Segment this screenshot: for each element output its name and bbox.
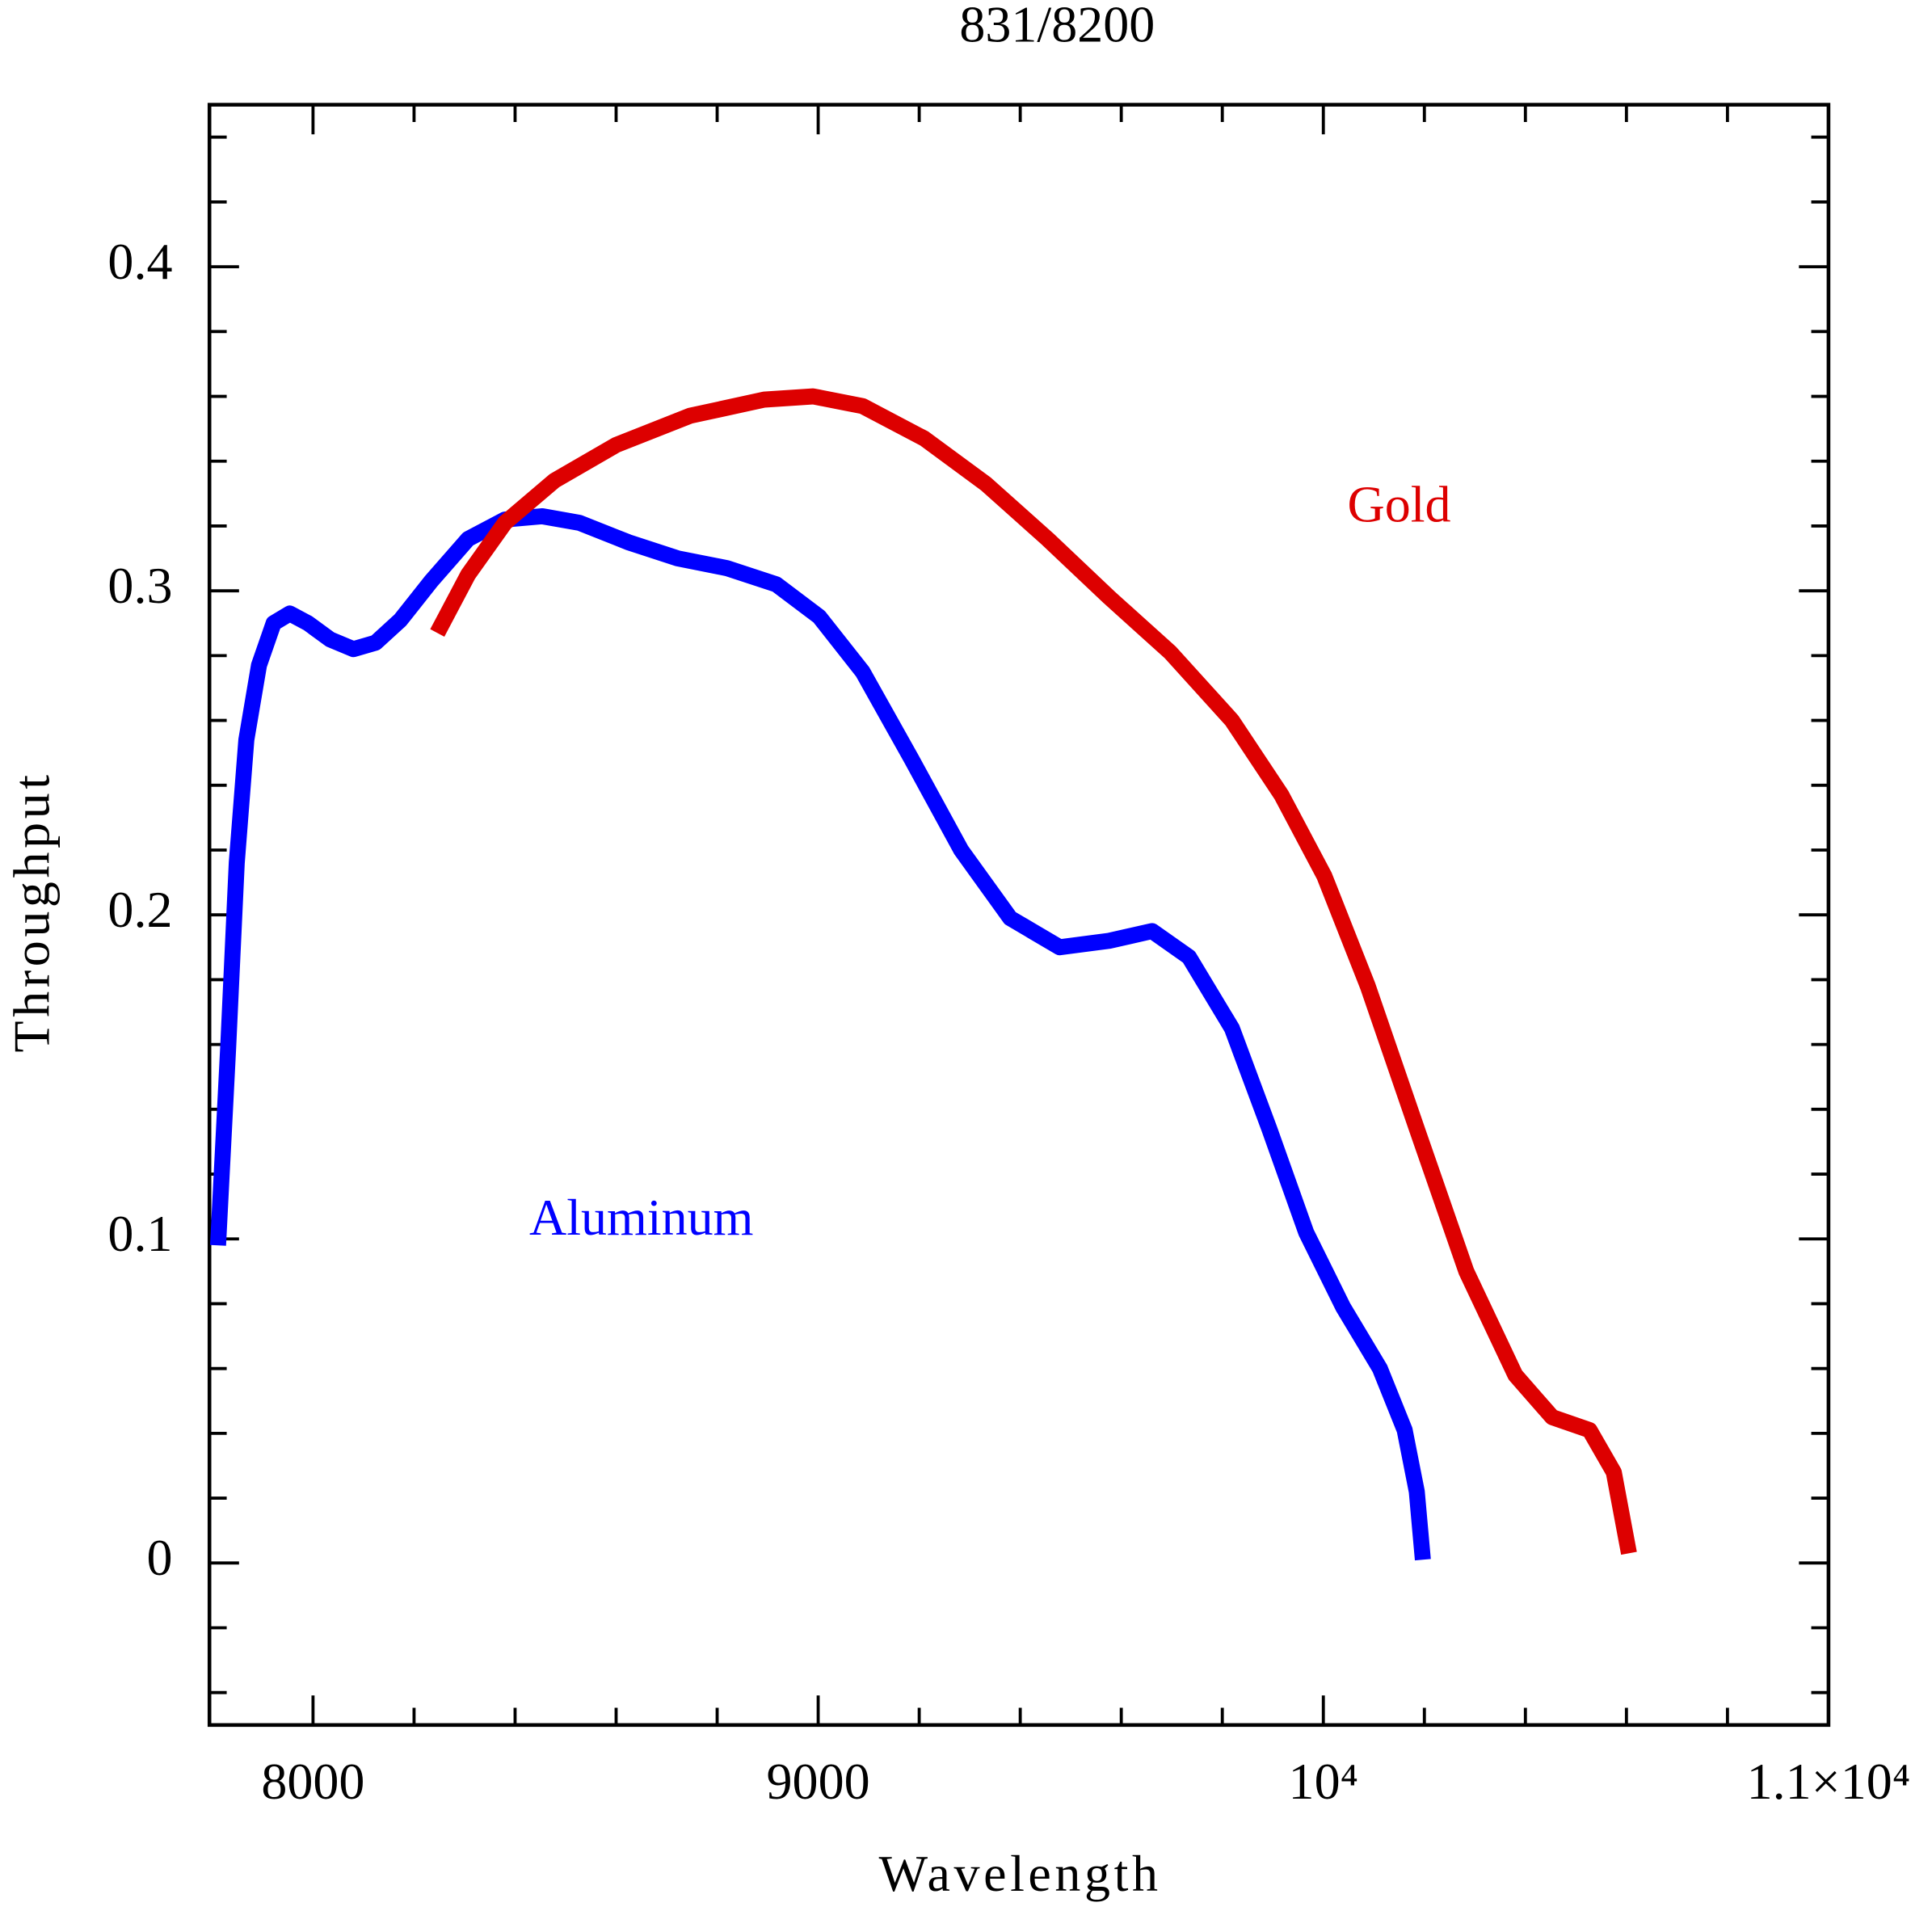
x-tick-label: 8000 bbox=[261, 1753, 364, 1810]
y-tick-label: 0 bbox=[146, 1529, 172, 1586]
annotation: Gold bbox=[1347, 476, 1450, 533]
y-tick-label: 0.2 bbox=[107, 881, 172, 938]
series-line bbox=[209, 508, 1431, 1561]
x-tick-label: 10⁴ bbox=[1289, 1753, 1358, 1810]
x-axis-label: Wavelength bbox=[879, 1845, 1162, 1902]
series-line bbox=[430, 388, 1637, 1555]
y-tick-label: 0.3 bbox=[107, 557, 172, 614]
x-tick-label: 9000 bbox=[767, 1753, 870, 1810]
x-tick-label: 1.1×10⁴ bbox=[1747, 1753, 1911, 1810]
annotation: Aluminum bbox=[529, 1189, 753, 1246]
y-tick-label: 0.1 bbox=[107, 1205, 172, 1262]
chart-title: 831/8200 bbox=[959, 0, 1155, 53]
y-tick-label: 0.4 bbox=[107, 233, 172, 290]
y-axis-label: Throughput bbox=[2, 771, 60, 1052]
